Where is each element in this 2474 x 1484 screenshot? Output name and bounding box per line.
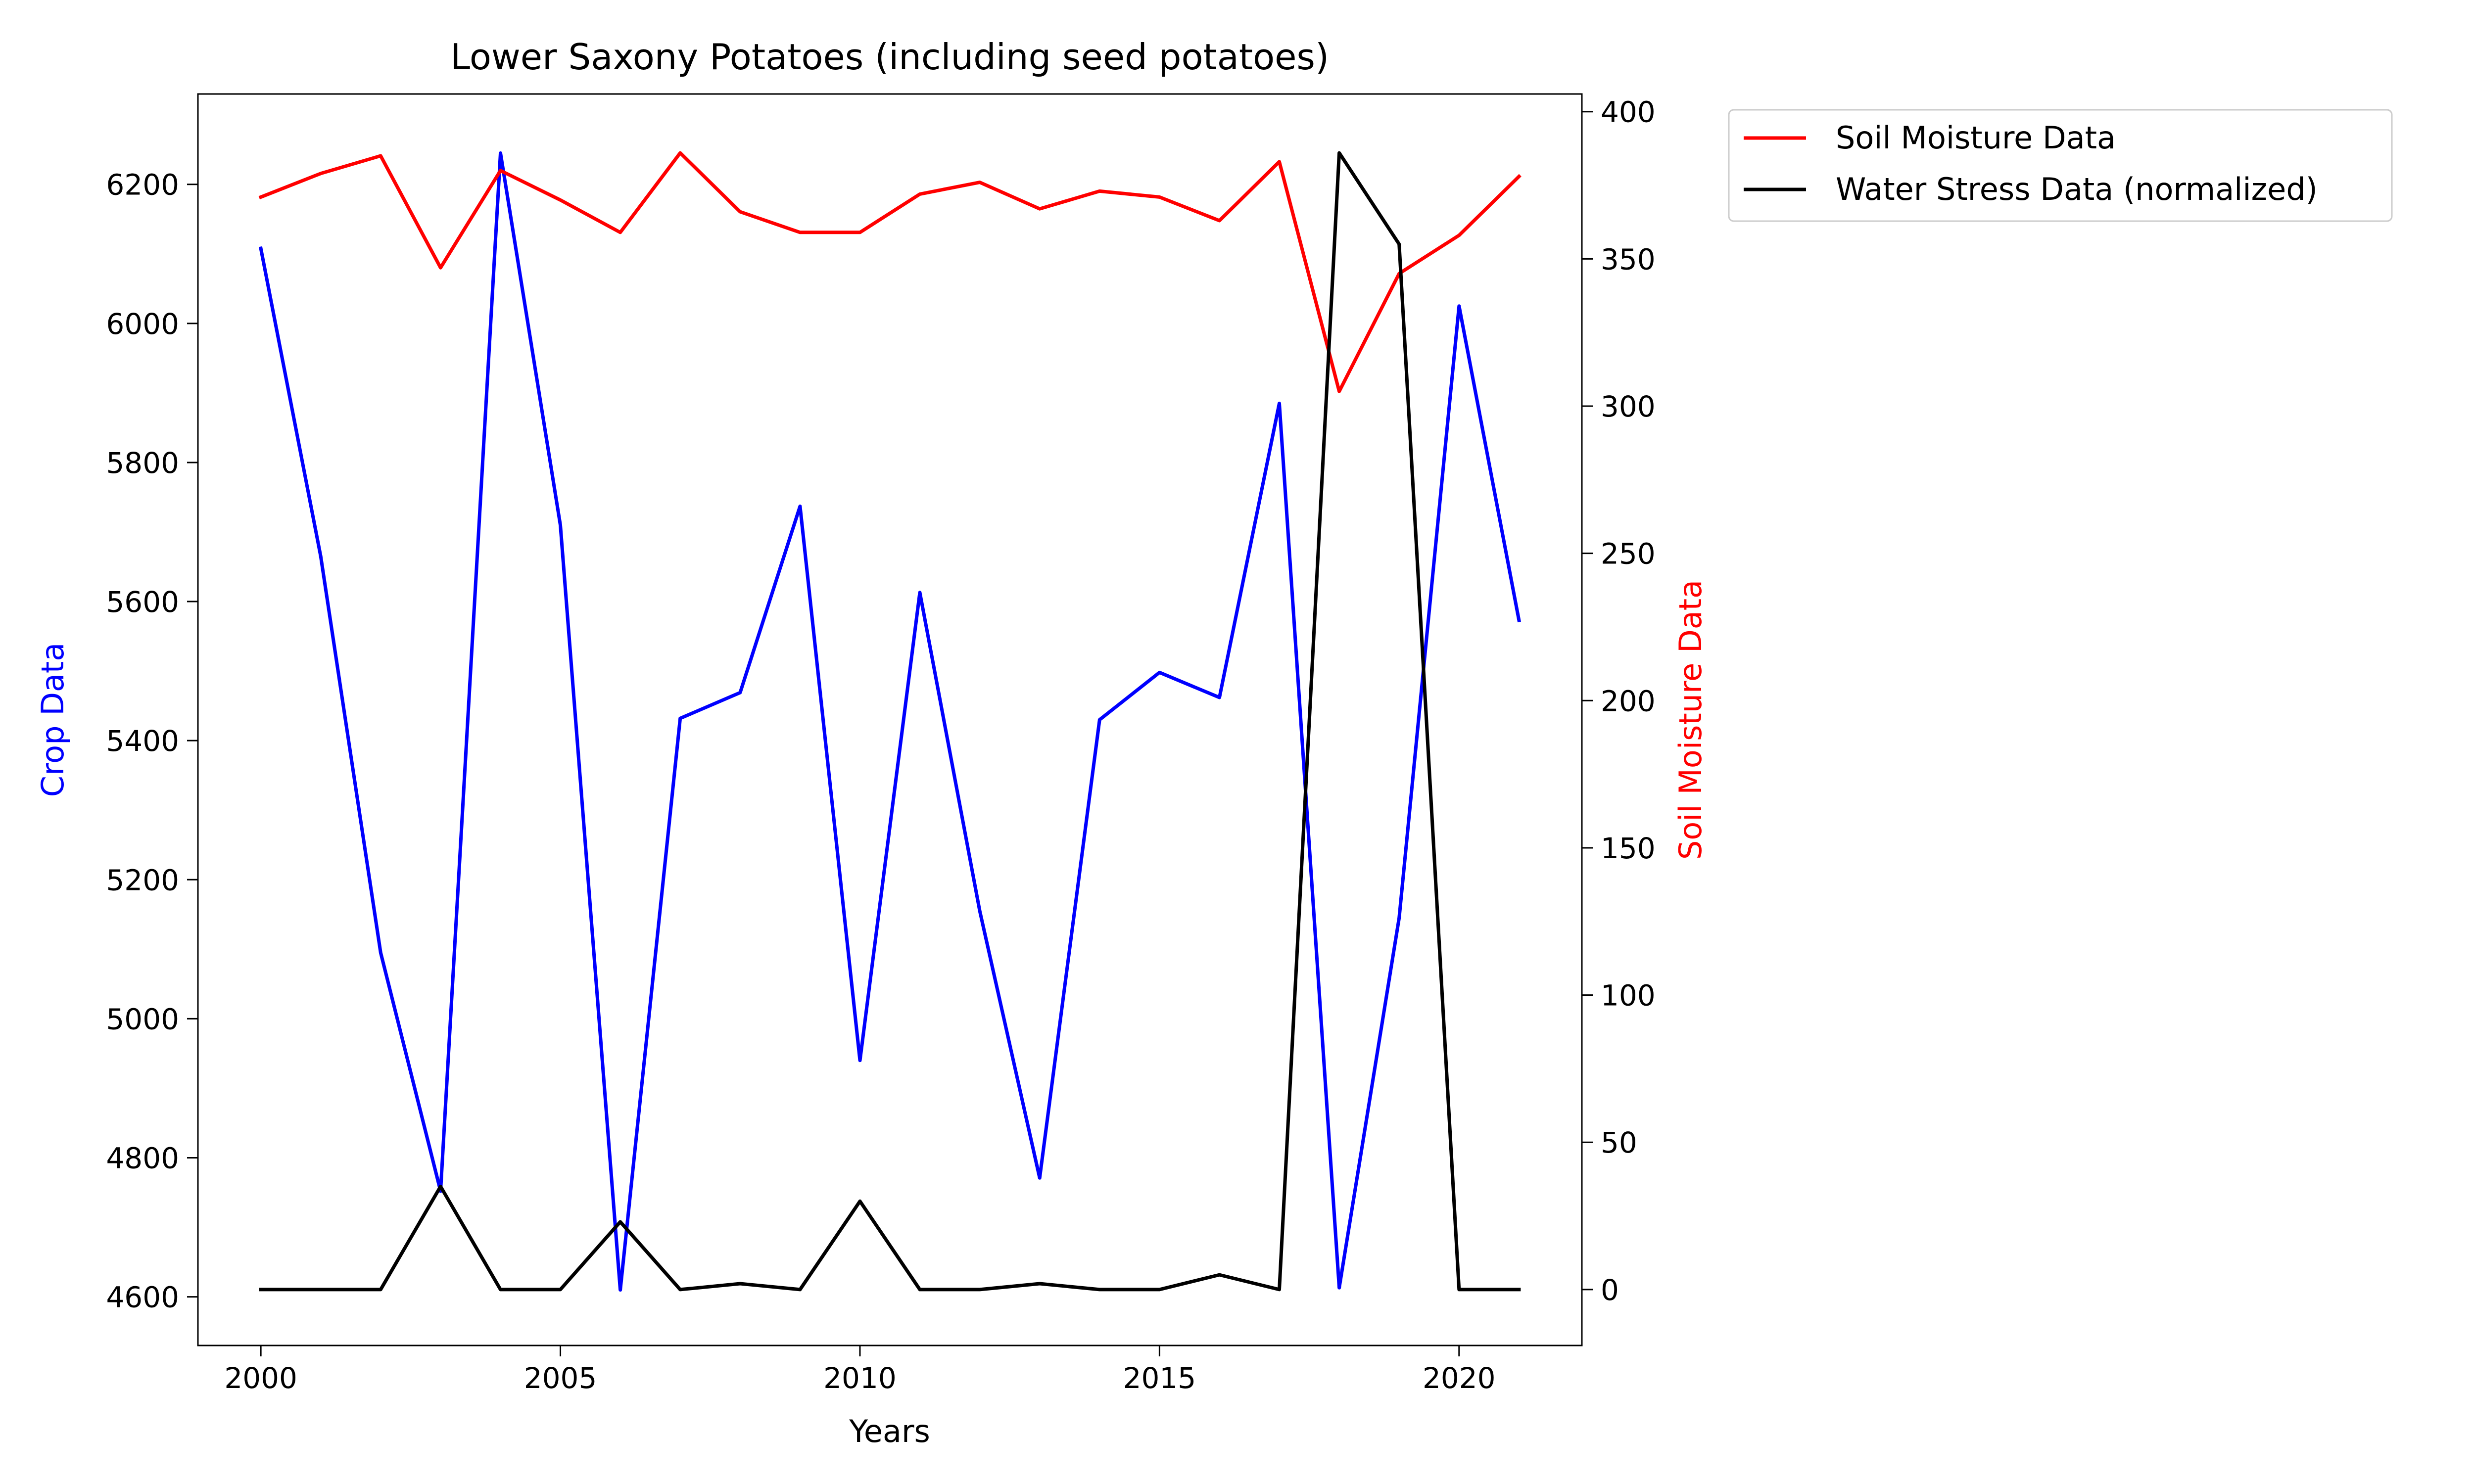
y-right-tick-label: 400 [1601,95,1656,129]
x-tick-label: 2000 [224,1361,297,1395]
legend: Soil Moisture Data Water Stress Data (no… [1728,109,2393,222]
soil-moisture-line [258,151,1522,393]
y-left-tick-label: 5200 [106,863,179,897]
plot-frame [197,93,1583,1346]
y-axis-left-label: Crop Data [35,643,71,797]
legend-label-water-stress: Water Stress Data (normalized) [1836,171,2318,207]
y-left-tick-label: 6000 [106,307,179,341]
y-left-tick-label: 5400 [106,724,179,758]
y-left-tick-label: 5000 [106,1002,179,1036]
x-tick-label: 2015 [1123,1361,1196,1395]
x-tick-label: 2010 [823,1361,897,1395]
crop-data-line [258,151,1521,1292]
y-right-tick-label: 300 [1601,390,1656,423]
y-right-tick-label: 0 [1601,1273,1619,1307]
y-axis-left: 4600 4800 5000 5200 5400 5600 5800 6000 6200 [106,168,198,1314]
y-axis-right: 0 50 100 150 200 250 300 350 400 [1582,95,1656,1307]
y-right-tick-label: 200 [1601,684,1656,718]
y-left-tick-label: 4800 [106,1142,179,1175]
x-axis: 2000 2005 2010 2015 2020 [224,1345,1496,1395]
x-tick-label: 2020 [1423,1361,1496,1395]
plot-area [197,93,1583,1346]
y-left-tick-label: 5800 [106,446,179,480]
chart-title: Lower Saxony Potatoes (including seed po… [450,36,1329,78]
y-right-tick-label: 250 [1601,537,1656,571]
y-right-tick-label: 350 [1601,242,1656,276]
y-right-tick-label: 150 [1601,832,1656,865]
y-axis-right-label: Soil Moisture Data [1672,580,1709,860]
legend-label-soil-moisture: Soil Moisture Data [1836,120,2116,156]
legend-frame [1728,109,2393,222]
x-axis-label: Years [849,1413,930,1449]
y-left-tick-label: 6200 [106,168,179,202]
series-layer [258,151,1522,1292]
y-right-tick-label: 100 [1601,979,1656,1013]
x-tick-label: 2005 [524,1361,597,1395]
y-left-tick-label: 5600 [106,585,179,619]
water-stress-line [259,151,1521,1292]
y-right-tick-label: 50 [1601,1126,1637,1159]
y-left-tick-label: 4600 [106,1281,179,1314]
